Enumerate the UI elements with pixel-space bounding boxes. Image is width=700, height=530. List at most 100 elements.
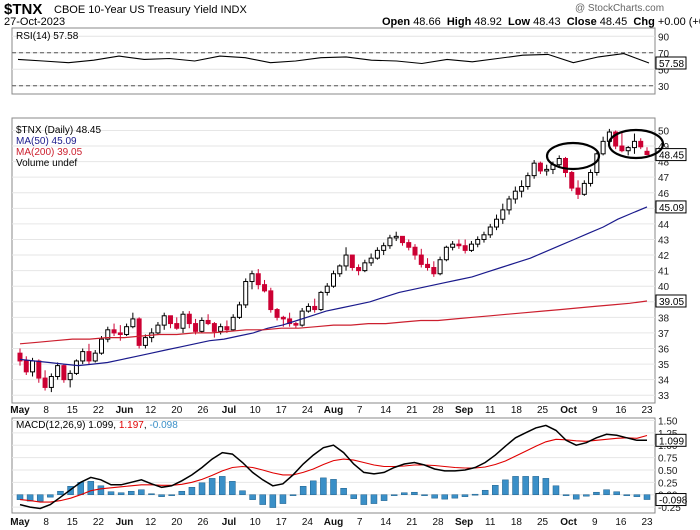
candle-body — [61, 365, 67, 381]
macd-hist-box — [655, 493, 687, 507]
macd-histogram-bar — [613, 491, 620, 495]
candle-body — [199, 319, 205, 332]
last-close-tag: 48.45 — [659, 151, 684, 162]
close-label: Close — [566, 16, 597, 28]
candle-body — [625, 147, 631, 152]
candle-body — [111, 329, 117, 334]
macd-histogram-bar — [441, 494, 448, 500]
rsi-frame — [11, 27, 656, 95]
candle-body — [255, 273, 261, 286]
candle-body — [638, 140, 644, 148]
macd-last-value: 1.099 — [659, 436, 684, 447]
price-x-tick-label: May — [10, 405, 30, 416]
copyright-notice[interactable]: @ StockCharts.com — [575, 3, 665, 14]
price-tick-label: 49 — [658, 142, 670, 153]
macd-histogram-bar — [36, 494, 44, 502]
rsi-tick-label: 50 — [658, 65, 670, 76]
annotation-ellipse — [607, 128, 665, 160]
candle-body — [556, 157, 562, 166]
candle-body — [243, 281, 249, 306]
ma50-tag: 45.09 — [659, 203, 684, 214]
macd-histogram-bar — [481, 489, 489, 495]
candle-body — [236, 304, 242, 318]
macd-histogram-bar — [370, 494, 378, 504]
macd-histogram-bar — [127, 490, 135, 495]
price-x-tick-label: 11 — [485, 405, 496, 416]
macd-x-tick-label: 23 — [641, 517, 653, 528]
candle-body — [581, 182, 587, 195]
macd-x-tick-label: 21 — [406, 517, 418, 528]
macd-histogram-bar — [593, 491, 600, 495]
candle-body — [136, 318, 142, 346]
chg-value: +0.00 (+0.00%) — [657, 16, 700, 28]
price-x-tick-label: 24 — [302, 405, 314, 416]
macd-legend-sep: , — [113, 420, 119, 431]
candle-body — [130, 318, 136, 328]
rsi-tick-label: 90 — [658, 32, 670, 43]
open-label: Open — [382, 16, 411, 28]
high-label: High — [446, 16, 472, 28]
candle-body — [481, 234, 487, 240]
ohlc-summary: Open 48.66 High 48.92 Low 48.43 Close 48… — [382, 16, 700, 28]
macd-x-tick-label: Jun — [116, 517, 134, 528]
macd-histogram-bar — [492, 485, 499, 495]
candle-body — [393, 235, 399, 239]
macd-histogram-bar — [259, 494, 266, 505]
price-x-tick-label: Jun — [116, 405, 134, 416]
macd-x-tick-label: 17 — [276, 517, 288, 528]
candle-body — [575, 187, 581, 195]
exchange-code: INDX — [220, 4, 247, 16]
candle-body — [437, 259, 443, 275]
macd-histogram-bar — [158, 494, 165, 497]
candle-body — [368, 257, 374, 264]
price-legend-entry: MA(200) 39.05 — [16, 147, 83, 158]
macd-last-box — [655, 433, 687, 447]
candle-body — [537, 162, 543, 172]
candle-body — [305, 305, 311, 312]
macd-histogram-bar — [522, 476, 529, 495]
macd-histogram-bar — [320, 477, 327, 495]
candle-body — [17, 352, 23, 362]
candle-body — [349, 254, 355, 269]
macd-histogram-bar — [47, 494, 54, 498]
price-tick-label: 43 — [658, 235, 670, 246]
macd-histogram-bar — [310, 480, 317, 495]
macd-histogram-bar — [249, 494, 256, 500]
macd-histogram-bar — [299, 486, 307, 495]
rsi-tick-label: 70 — [658, 49, 670, 60]
macd-histogram-bar — [512, 476, 519, 495]
macd-histogram-bar — [401, 492, 408, 495]
candle-body — [494, 218, 500, 228]
low-label: Low — [508, 16, 531, 28]
price-x-tick-label: 25 — [537, 405, 549, 416]
macd-x-tick-label: 24 — [302, 517, 314, 528]
candle-body — [230, 316, 236, 331]
macd-histogram-bar — [188, 487, 196, 495]
macd-tick-label: 0.25 — [658, 478, 678, 489]
price-x-tick-label: 28 — [432, 405, 444, 416]
macd-legend-prefix: MACD(12,26,9) — [16, 420, 88, 431]
candle-body — [450, 243, 456, 248]
candle-body — [268, 290, 274, 311]
price-legend-entry: $TNX (Daily) 48.45 — [16, 125, 101, 136]
macd-histogram-bar — [269, 494, 277, 508]
candle-body — [399, 235, 405, 244]
candle-body — [631, 140, 637, 149]
price-x-tick-label: 22 — [93, 405, 105, 416]
macd-x-tick-label: 18 — [511, 517, 523, 528]
macd-x-tick-label: 12 — [145, 517, 157, 528]
candle-body — [155, 324, 161, 334]
price-x-tick-label: Aug — [324, 405, 343, 416]
candle-body — [274, 309, 280, 318]
macd-histogram-bar — [330, 479, 337, 495]
price-x-tick-label: Sep — [455, 405, 473, 416]
signal-line — [19, 434, 648, 503]
annotation-ellipse — [545, 141, 601, 171]
macd-histogram-bar — [219, 476, 226, 495]
macd-tick-label: 0.50 — [658, 466, 678, 477]
candle-body — [531, 162, 537, 177]
ma50-line — [19, 206, 648, 367]
ma200-line — [19, 300, 648, 345]
macd-x-tick-label: 7 — [357, 517, 363, 528]
